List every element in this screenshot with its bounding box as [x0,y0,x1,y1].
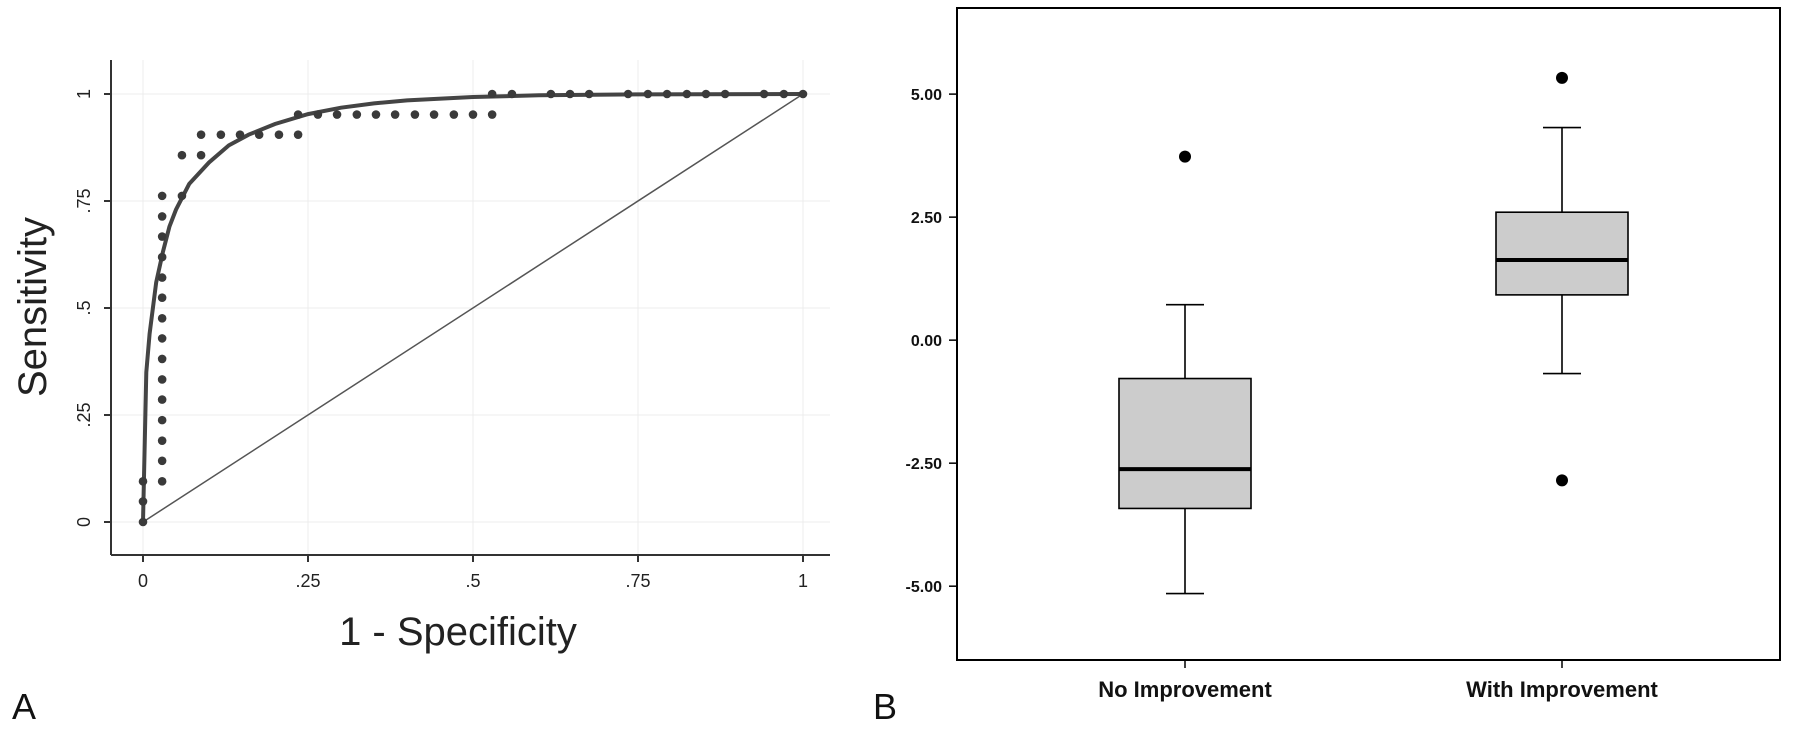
roc-point [429,110,439,119]
roc-point [293,130,303,139]
roc-point [138,517,148,527]
box-group [1495,71,1629,487]
roc-point [623,89,633,99]
roc-point [779,89,789,99]
roc-point [157,436,167,445]
box-outlier-point [1179,150,1191,163]
box-y-tick-label: 5.00 [911,87,942,104]
box-ticks: 5.00 2.50 0.00 -2.50 -5.00 [906,87,1563,668]
roc-point [254,130,264,139]
roc-point [235,130,245,139]
roc-chart: 0 .25 .5 .75 1 0 .25 .5 .75 1 1 - Specificity Sen… [11,60,830,654]
roc-point [720,89,730,99]
roc-point [157,354,167,364]
roc-point [138,497,148,506]
roc-point [371,110,381,119]
roc-x-tick-label: .5 [465,571,480,591]
roc-point [157,375,167,384]
roc-point [759,89,769,99]
roc-point [157,232,167,241]
roc-ticks: 0 .25 .5 .75 1 0 .25 .5 .75 1 [74,89,808,591]
roc-y-tick-label: .25 [74,402,94,427]
roc-y-tick-label: .5 [74,300,94,315]
roc-point [157,293,167,303]
box-chart: 5.00 2.50 0.00 -2.50 -5.00 No Improvement Wit… [906,7,1781,702]
box-iqr [1495,211,1629,296]
roc-point [157,212,167,221]
box-outlier-point [1556,474,1568,487]
roc-point [352,110,362,119]
roc-empirical-points [138,89,808,527]
box-y-tick-label: -2.50 [906,456,943,473]
roc-point [177,150,187,160]
roc-point [410,110,420,119]
roc-point [216,130,226,139]
roc-point [157,477,167,486]
roc-point [313,110,323,119]
box-category-label: With Improvement [1466,677,1658,702]
roc-point [584,89,594,99]
roc-point [196,150,206,160]
roc-point [157,191,167,201]
roc-point [662,89,672,99]
roc-gridlines [111,60,830,555]
roc-point [293,110,303,119]
roc-x-tick-label: .25 [295,571,320,591]
roc-point [682,89,692,99]
roc-y-tick-label: .75 [74,188,94,213]
roc-point [332,110,342,119]
roc-point [196,130,206,139]
roc-point [274,130,284,139]
roc-fitted-curve [141,92,804,523]
box-y-tick-label: 2.50 [911,210,942,227]
roc-y-tick-label: 0 [74,517,94,527]
box-y-tick-label: 0.00 [911,333,942,350]
box-outlier-point [1556,71,1568,84]
roc-point [390,110,400,119]
roc-point [157,273,167,282]
roc-x-axis-title: 1 - Specificity [339,610,577,654]
box-plot-frame [956,7,1781,661]
roc-x-tick-label: .75 [625,571,650,591]
box-marks [1118,71,1629,595]
roc-point [798,89,808,99]
roc-point [546,89,556,99]
box-y-tick-label: -5.00 [906,579,943,596]
roc-point [157,415,167,425]
roc-point [157,334,167,343]
roc-point [157,456,167,466]
roc-y-tick-label: 1 [74,89,94,99]
box-category-labels: No Improvement With Improvement [1098,677,1658,702]
box-group [1118,150,1252,595]
roc-point [157,395,167,404]
roc-reference-line [142,93,804,523]
roc-point [487,110,497,119]
roc-point [157,252,167,262]
roc-y-axis-title: Sensitivity [11,217,55,397]
roc-x-tick-label: 0 [138,571,148,591]
roc-point [507,89,517,99]
roc-x-tick-label: 1 [798,571,808,591]
roc-point [157,313,167,323]
roc-point [487,89,497,99]
box-category-label: No Improvement [1098,677,1272,702]
roc-point [449,110,459,119]
roc-point [468,110,478,119]
roc-point [177,191,187,201]
box-iqr [1118,377,1252,510]
panel-b-label: B [873,686,897,727]
roc-point [701,89,711,99]
panel-a-label: A [12,686,36,727]
roc-point [565,89,575,99]
roc-point [643,89,653,99]
roc-point [138,477,148,486]
